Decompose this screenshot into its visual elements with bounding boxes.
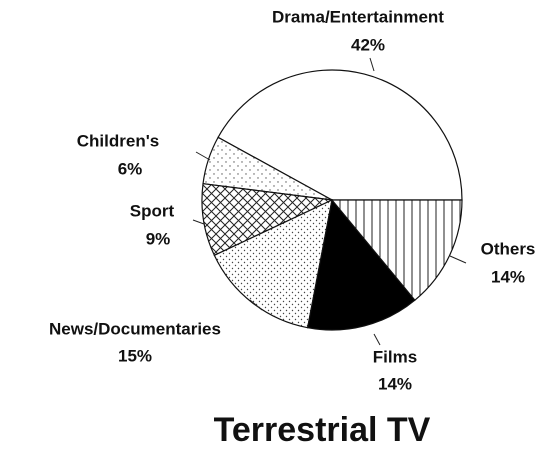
leader-line [373,333,381,346]
slice-label: Children's [77,131,159,150]
slice-label: News/Documentaries [49,319,221,338]
leader-line [195,151,211,161]
slice-label: Others [481,239,536,258]
leader-line [192,219,205,225]
chart-title: Terrestrial TV [214,411,431,449]
slice-label: Drama/Entertainment [272,7,444,26]
value-label: 14% [378,374,412,393]
value-label: 9% [146,229,171,248]
slice-label: Films [373,347,417,366]
leader-line [249,299,263,311]
pie-slice [217,69,463,201]
pie-slice [306,198,416,331]
value-label: 6% [118,159,143,178]
value-label: 15% [118,346,152,365]
leader-line [369,57,375,72]
value-label: 42% [351,35,385,54]
value-label: 14% [491,267,525,286]
slice-label: Sport [130,201,175,220]
pie-slice [213,198,333,329]
leader-line [449,255,467,264]
pie-slice [330,199,463,302]
